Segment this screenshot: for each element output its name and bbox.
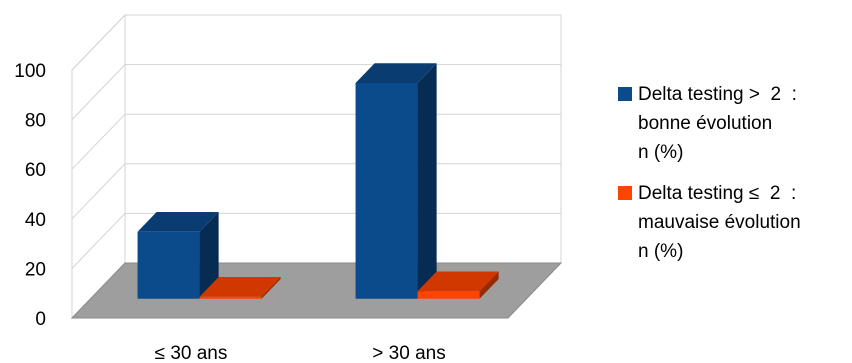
- legend-swatch-orange: [618, 186, 632, 200]
- bar-front: [137, 231, 200, 299]
- legend-label: Delta testing ≤ 2 : mauvaise évolution n…: [638, 183, 801, 262]
- chart-walls: [71, 13, 562, 320]
- legend-swatch-blue: [618, 87, 632, 101]
- bar: [199, 276, 281, 299]
- bar: [137, 211, 219, 299]
- bar-front: [355, 82, 418, 299]
- y-axis: 0 20 40 60 80 100: [14, 61, 46, 330]
- y-tick-label: 80: [25, 111, 46, 132]
- bar-front: [417, 291, 480, 299]
- y-tick-label: 40: [25, 210, 46, 231]
- bar: [417, 271, 499, 299]
- y-tick-label: 0: [35, 309, 46, 330]
- y-tick-label: 100: [14, 61, 46, 82]
- legend-item-mauvaise-evolution: Delta testing ≤ 2 : mauvaise évolution n…: [618, 179, 850, 266]
- bar-top: [417, 271, 499, 292]
- bar-side: [199, 211, 219, 299]
- bar-top: [355, 63, 437, 83]
- legend-label: Delta testing > 2 : bonne évolution n (%…: [638, 84, 797, 163]
- legend-item-bonne-evolution: Delta testing > 2 : bonne évolution n (%…: [618, 80, 850, 167]
- bars: [137, 63, 499, 299]
- y-tick-label: 60: [25, 160, 46, 181]
- x-category-label: ≤ 30 ans: [155, 343, 228, 363]
- bar-side: [479, 271, 499, 299]
- x-category-label: > 30 ans: [372, 343, 445, 363]
- bar-side: [261, 276, 281, 299]
- legend: Delta testing > 2 : bonne évolution n (%…: [618, 80, 850, 278]
- bar: [355, 63, 437, 299]
- bar-top: [137, 211, 219, 232]
- bar-top: [199, 276, 281, 297]
- x-axis: ≤ 30 ans > 30 ans: [155, 343, 446, 363]
- bar-front: [199, 296, 262, 299]
- y-tick-label: 20: [25, 259, 46, 280]
- bar-side: [417, 63, 437, 299]
- gridline: [71, 14, 561, 71]
